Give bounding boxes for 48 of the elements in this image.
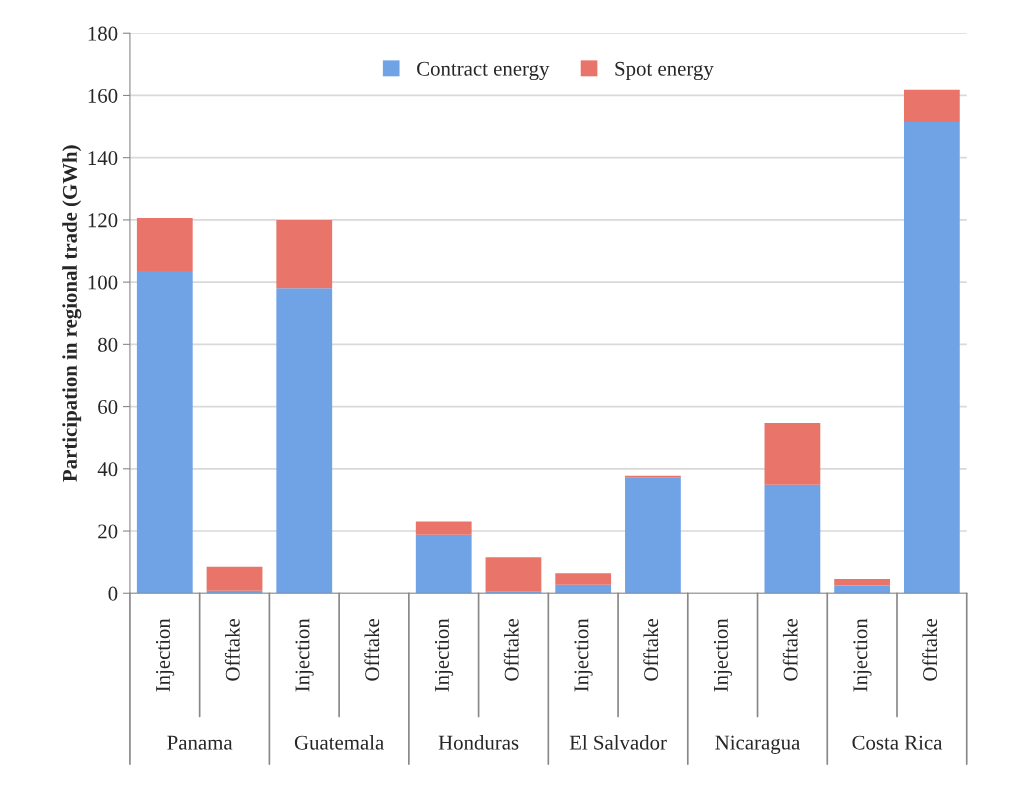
- x-tick-label: Offtake: [364, 618, 380, 681]
- x-tick-label: Injection: [156, 618, 175, 692]
- bar: [206, 566, 263, 591]
- text: Panama: [167, 735, 233, 750]
- y-tick-label: 40: [97, 462, 118, 477]
- x-tick-label: Injection: [574, 618, 593, 692]
- y-tick-label: 180: [88, 26, 118, 41]
- x-tick-label: Injection: [295, 618, 314, 692]
- y-tick-label: 160: [88, 88, 118, 103]
- text: El Salvador: [569, 735, 667, 750]
- bar: [276, 219, 333, 289]
- bar: [903, 89, 960, 122]
- bar: [276, 288, 333, 594]
- x-tick-label: Offtake: [922, 618, 938, 681]
- x-tick-label: Offtake: [782, 618, 798, 681]
- bar: [415, 534, 472, 594]
- x-tick-label: Offtake: [503, 618, 519, 681]
- y-tick-label: 100: [88, 275, 118, 290]
- y-axis-title: Participation in regional trade (GWh): [62, 145, 82, 482]
- y-tick-label: 120: [88, 213, 118, 228]
- bar: [415, 521, 472, 535]
- bar: [834, 578, 891, 586]
- bar: [136, 270, 193, 594]
- bar: [625, 477, 681, 594]
- text: Guatemala: [294, 735, 384, 750]
- bar: [555, 573, 612, 585]
- x-tick-label: Injection: [434, 618, 454, 692]
- x-tick-label: Injection: [713, 618, 733, 692]
- bar: [834, 585, 891, 594]
- y-tick-label: 0: [108, 586, 118, 601]
- bar: [555, 584, 612, 594]
- bar: [136, 218, 193, 271]
- y-tick-label: 60: [98, 399, 118, 415]
- text: Costa Rica: [852, 735, 943, 750]
- x-tick-label: Injection: [853, 618, 872, 692]
- y-tick-label: 80: [98, 337, 118, 352]
- text: Nicaragua: [715, 735, 801, 754]
- legend-label: Contract energy: [417, 61, 550, 81]
- bar: [764, 423, 821, 485]
- x-tick-label: Offtake: [224, 618, 240, 681]
- y-tick-label: 140: [88, 151, 118, 166]
- bar: [485, 557, 542, 592]
- bar: [764, 484, 821, 594]
- bar: [903, 121, 960, 594]
- y-tick-label: 20: [98, 524, 118, 539]
- x-tick-label: Offtake: [643, 618, 659, 681]
- text: Honduras: [438, 735, 519, 750]
- legend-label: Spot energy: [615, 61, 714, 81]
